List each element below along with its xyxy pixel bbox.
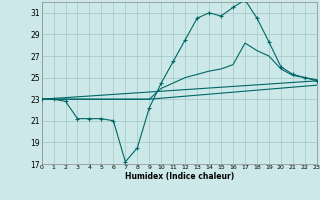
X-axis label: Humidex (Indice chaleur): Humidex (Indice chaleur)	[124, 172, 234, 181]
